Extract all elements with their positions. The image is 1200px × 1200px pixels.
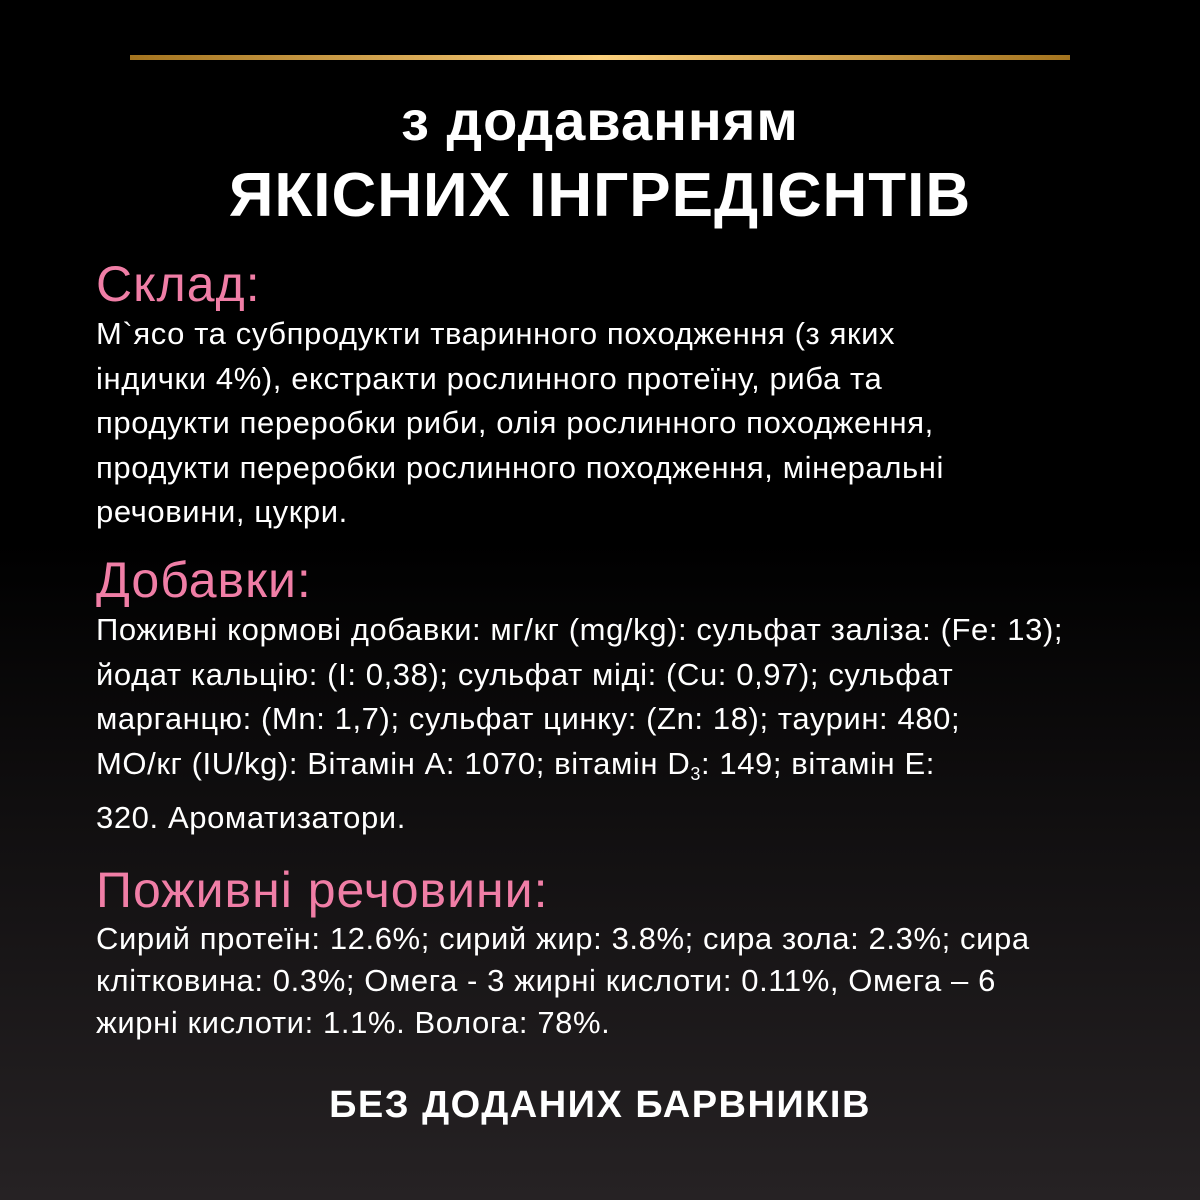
additives-line: 320. Ароматизатори. (96, 800, 406, 835)
title-line-2: ЯКІСНИХ ІНГРЕДІЄНТІВ (228, 161, 972, 230)
nutrients-line: клітковина: 0.3%; Омега - 3 жирні кислот… (96, 963, 996, 998)
composition-section: Склад: М`ясо та субпродукти тваринного п… (96, 256, 944, 535)
nutrients-section: Поживні речовини: Сирий протеїн: 12.6%; … (96, 862, 1030, 1044)
additives-vitamin-line: МО/кг (IU/kg): Вітамін A: 1070; вітамін … (96, 742, 1063, 797)
composition-heading: Склад: (96, 256, 261, 312)
additives-section: Добавки: Поживні кормові добавки: мг/кг … (96, 552, 1063, 841)
gold-divider (130, 55, 1070, 60)
composition-line: продукти переробки риби, олія рослинного… (96, 405, 934, 440)
nutrients-line: Сирий протеїн: 12.6%; сирий жир: 3.8%; с… (96, 921, 1030, 956)
additives-heading: Добавки: (96, 552, 312, 608)
composition-line: М`ясо та субпродукти тваринного походжен… (96, 316, 896, 351)
additives-line: йодат кальцію: (I: 0,38); сульфат міді: … (96, 656, 954, 692)
title-line-1: з додаванням (401, 89, 799, 152)
nutrients-heading: Поживні речовини: (96, 862, 549, 918)
footer-note: БЕЗ ДОДАНИХ БАРВНИКІВ (329, 1084, 871, 1126)
vitamin-text-rest: : 149; вітамін E: (700, 745, 935, 781)
composition-line: речовини, цукри. (96, 494, 348, 529)
additives-line: марганцю: (Mn: 1,7); сульфат цинку: (Zn:… (96, 701, 961, 736)
vitamin-text: МО/кг (IU/kg): Вітамін A: 1070; вітамін … (96, 745, 691, 781)
nutrients-line: жирні кислоти: 1.1%. Волога: 78%. (96, 1005, 611, 1040)
additives-line: Поживні кормові добавки: мг/кг (mg/kg): … (96, 612, 1064, 647)
composition-line: індички 4%), екстракти рослинного протеї… (96, 360, 883, 396)
subscript: 3 (690, 763, 701, 784)
composition-line: продукти переробки рослинного походження… (96, 449, 944, 485)
